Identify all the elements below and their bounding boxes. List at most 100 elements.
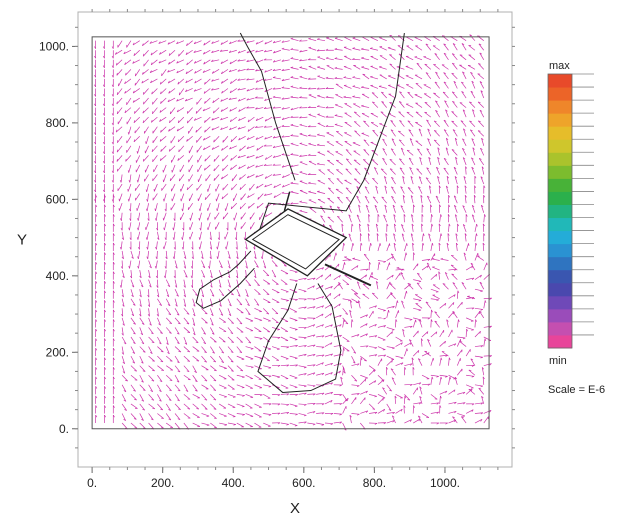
velocity-vector (468, 388, 476, 395)
velocity-vector (218, 279, 222, 288)
velocity-vector (121, 356, 125, 364)
vector-head (102, 55, 105, 59)
velocity-vector (308, 88, 317, 90)
vector-head (95, 395, 98, 399)
vector-head (393, 242, 396, 246)
vector-head (376, 281, 379, 284)
velocity-vector (351, 397, 357, 405)
vector-head (440, 395, 442, 399)
velocity-vector (264, 97, 273, 102)
velocity-vector (334, 37, 343, 42)
velocity-vector (217, 241, 220, 250)
vector-head (384, 176, 387, 179)
vector-head (281, 86, 285, 89)
x-tick-label: 200. (151, 476, 174, 490)
vector-head (453, 80, 457, 84)
vector-head (294, 271, 298, 274)
vector-head (417, 272, 420, 275)
vector-head (142, 120, 145, 124)
vector-head (312, 423, 316, 426)
velocity-vector (377, 374, 385, 381)
velocity-vector (133, 88, 140, 94)
velocity-vector (263, 394, 271, 399)
vector-head (400, 357, 404, 359)
vector-head (191, 285, 193, 288)
velocity-vector (386, 262, 390, 271)
vector-head (132, 90, 135, 94)
velocity-vector (457, 368, 463, 376)
velocity-vector (324, 286, 333, 290)
velocity-vector (430, 309, 432, 318)
vector-head (160, 351, 164, 353)
vector-head (198, 237, 201, 240)
velocity-vector (194, 59, 202, 64)
velocity-vector (324, 334, 333, 338)
vector-head (151, 399, 155, 401)
velocity-vector (363, 139, 370, 147)
velocity-vector (176, 126, 185, 132)
velocity-vector (416, 168, 423, 175)
velocity-vector (224, 231, 229, 240)
velocity-vector (426, 262, 432, 271)
velocity-vector (139, 279, 144, 288)
velocity-vector (298, 373, 307, 376)
vector-head (421, 338, 423, 341)
velocity-vector (182, 231, 185, 240)
vector-head (112, 328, 115, 332)
velocity-vector (183, 394, 191, 400)
vector-head (455, 156, 458, 160)
velocity-vector (236, 260, 238, 269)
velocity-vector (452, 311, 458, 319)
vector-head (177, 418, 181, 421)
vector-head (316, 143, 320, 146)
velocity-vector (308, 114, 317, 118)
vector-head (150, 351, 153, 354)
vector-head (443, 72, 447, 74)
velocity-vector (391, 415, 396, 424)
velocity-vector (386, 420, 395, 424)
vector-head (398, 139, 402, 141)
vector-head (111, 199, 114, 202)
vector-head (272, 76, 276, 78)
velocity-vector (325, 96, 334, 99)
vector-head (445, 109, 448, 112)
vector-head (168, 128, 170, 132)
vector-head (374, 324, 377, 327)
velocity-vector (155, 260, 158, 269)
velocity-vector (448, 389, 456, 395)
velocity-vector (467, 296, 476, 300)
velocity-vector (210, 413, 217, 419)
velocity-vector (188, 174, 193, 182)
vector-head (176, 332, 180, 335)
vector-head (360, 233, 362, 236)
velocity-vector (250, 222, 255, 230)
vector-head (452, 91, 455, 94)
velocity-vector (139, 375, 144, 383)
velocity-vector (412, 387, 418, 395)
velocity-vector (161, 69, 167, 77)
vector-head (365, 410, 369, 413)
vector-head (112, 271, 115, 275)
vector-head (131, 313, 134, 317)
vector-head (220, 266, 223, 269)
colorbar-swatch (548, 139, 572, 153)
velocity-vector (402, 195, 405, 204)
velocity-vector (308, 47, 317, 51)
velocity-vector (317, 106, 326, 108)
velocity-vector (187, 116, 193, 124)
vector-head (400, 408, 403, 412)
velocity-vector (230, 164, 237, 171)
vector-head (275, 312, 279, 315)
velocity-vector (174, 279, 178, 288)
vector-head (330, 372, 333, 375)
velocity-vector (391, 138, 396, 146)
velocity-vector (430, 411, 439, 414)
vector-head (149, 41, 152, 44)
velocity-vector (368, 305, 377, 309)
vector-head (198, 208, 201, 212)
velocity-vector (320, 206, 326, 213)
vector-head (290, 37, 294, 40)
velocity-vector (446, 243, 449, 252)
velocity-vector (130, 327, 136, 335)
velocity-vector (256, 145, 264, 151)
